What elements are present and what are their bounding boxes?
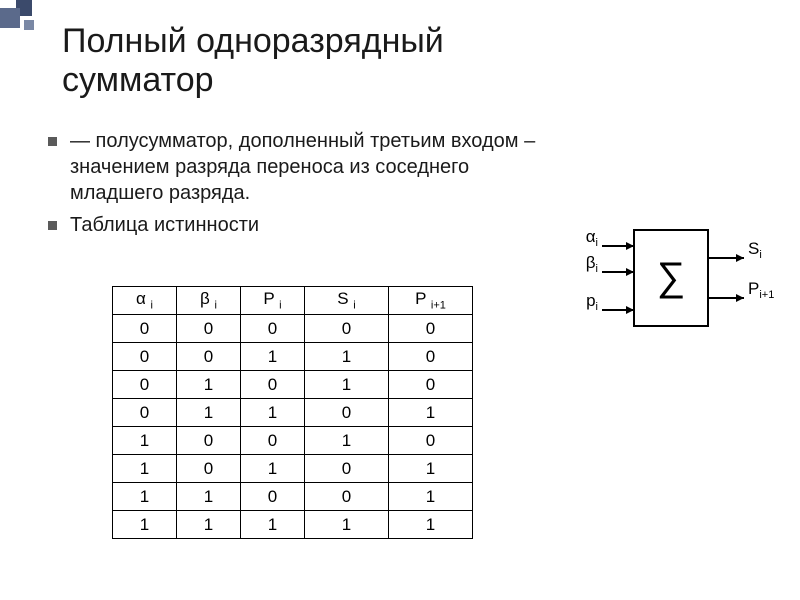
table-cell: 1	[177, 511, 241, 539]
table-cell: 0	[241, 371, 305, 399]
table-header-cell: P i+1	[389, 287, 473, 315]
table-cell: 0	[177, 455, 241, 483]
table-header-cell: S i	[305, 287, 389, 315]
table-cell: 0	[241, 315, 305, 343]
sigma-symbol: ∑	[657, 255, 686, 299]
corner-decoration	[0, 0, 48, 36]
title-line-1: Полный одноразрядный	[62, 22, 444, 60]
circuit-diagram: ∑ αi βi pi Si Pi+1	[562, 218, 782, 338]
table-body: 0000000110010100110110010101011100111111	[113, 315, 473, 539]
svg-text:Pi+1: Pi+1	[748, 279, 774, 301]
table-cell: 0	[305, 455, 389, 483]
table-row: 10010	[113, 427, 473, 455]
table-row: 11111	[113, 511, 473, 539]
table-cell: 0	[389, 315, 473, 343]
table-cell: 1	[389, 511, 473, 539]
truth-table: α iβ iP iS iP i+1 0000000110010100110110…	[112, 286, 473, 539]
table-cell: 0	[305, 483, 389, 511]
input-lines: αi βi pi	[586, 227, 634, 314]
bullet-item-2: Таблица истинности	[48, 212, 568, 238]
table-cell: 1	[389, 399, 473, 427]
table-header-cell: P i	[241, 287, 305, 315]
table-cell: 0	[389, 371, 473, 399]
table-cell: 1	[241, 343, 305, 371]
table-cell: 1	[177, 399, 241, 427]
svg-text:αi: αi	[586, 227, 598, 249]
bullet-item-1: — полусумматор, дополненный третьим вход…	[48, 128, 568, 206]
table-cell: 0	[389, 427, 473, 455]
title-line-2: сумматор	[62, 61, 214, 99]
table-cell: 1	[305, 511, 389, 539]
svg-text:βi: βi	[586, 253, 598, 275]
bullet-list: — полусумматор, дополненный третьим вход…	[48, 128, 568, 244]
table-cell: 0	[113, 315, 177, 343]
table-cell: 1	[305, 371, 389, 399]
table-cell: 0	[177, 427, 241, 455]
table-header-row: α iβ iP iS iP i+1	[113, 287, 473, 315]
table-cell: 1	[241, 511, 305, 539]
table-cell: 1	[113, 511, 177, 539]
table-row: 01101	[113, 399, 473, 427]
table-row: 01010	[113, 371, 473, 399]
table-cell: 1	[113, 455, 177, 483]
table-cell: 1	[305, 427, 389, 455]
table-header-cell: α i	[113, 287, 177, 315]
table-cell: 1	[241, 455, 305, 483]
table-cell: 1	[113, 427, 177, 455]
table-header-cell: β i	[177, 287, 241, 315]
table-cell: 1	[389, 455, 473, 483]
table-cell: 0	[305, 399, 389, 427]
svg-text:Si: Si	[748, 239, 762, 261]
table-cell: 0	[389, 343, 473, 371]
output-lines: Si Pi+1	[708, 239, 774, 302]
svg-text:pi: pi	[586, 291, 598, 313]
table-cell: 1	[389, 483, 473, 511]
table-row: 10101	[113, 455, 473, 483]
table-cell: 0	[241, 483, 305, 511]
table-cell: 0	[241, 427, 305, 455]
table-cell: 1	[113, 483, 177, 511]
table-cell: 0	[305, 315, 389, 343]
table-cell: 0	[113, 343, 177, 371]
page-title: Полный одноразрядный сумматор	[62, 22, 444, 100]
table-row: 11001	[113, 483, 473, 511]
table-cell: 0	[177, 315, 241, 343]
table-cell: 0	[177, 343, 241, 371]
table-cell: 1	[177, 371, 241, 399]
table-cell: 1	[305, 343, 389, 371]
table-cell: 1	[177, 483, 241, 511]
table-cell: 1	[241, 399, 305, 427]
table-cell: 0	[113, 371, 177, 399]
table-row: 00110	[113, 343, 473, 371]
table-cell: 0	[113, 399, 177, 427]
table-row: 00000	[113, 315, 473, 343]
